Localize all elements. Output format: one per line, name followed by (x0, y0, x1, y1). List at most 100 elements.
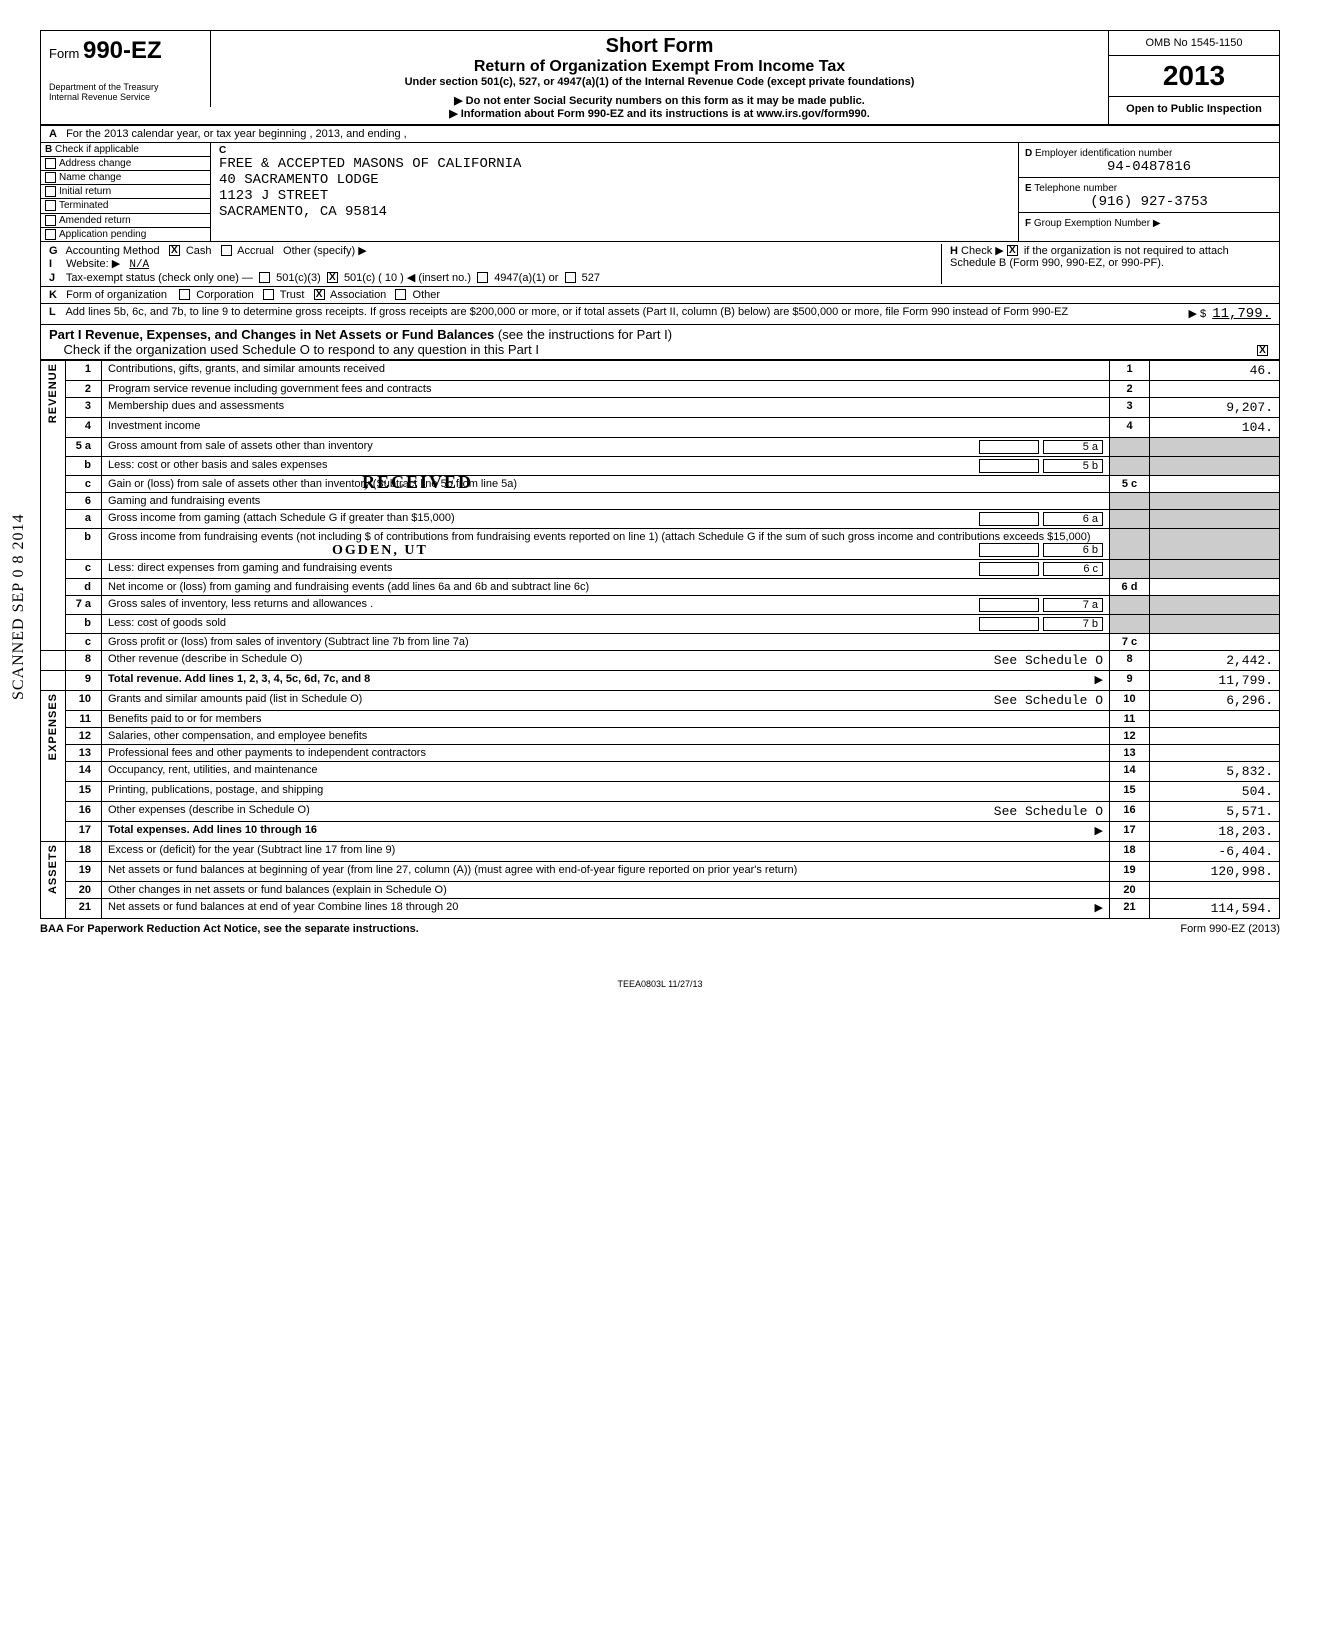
r6c-shade2 (1150, 559, 1280, 578)
r10-side: See Schedule O (994, 693, 1103, 708)
r1-no: 1 (66, 360, 102, 380)
r17-cell: Total expenses. Add lines 10 through 16▶ (102, 821, 1110, 841)
check-term[interactable] (45, 200, 56, 211)
r7a-ib: 7 a (1043, 598, 1103, 612)
other-label: Other (specify) ▶ (283, 245, 367, 257)
chk-app-lbl: Application pending (59, 229, 146, 240)
k-other-box[interactable] (395, 289, 406, 300)
r7b-ib: 7 b (1043, 617, 1103, 631)
j-527-box[interactable] (565, 272, 576, 283)
accrual-checkbox[interactable] (221, 245, 232, 256)
ein-value: 94-0487816 (1025, 159, 1273, 175)
k-other-lbl: Other (413, 289, 441, 301)
line-H-check: Check ▶ (961, 245, 1007, 257)
side-blank1 (41, 650, 66, 670)
check-column: B Check if applicable Address change Nam… (41, 143, 211, 241)
letter-J: J (49, 272, 63, 284)
footer-code: TEEA0803L 11/27/13 (40, 979, 1280, 989)
r6c-txt: Less: direct expenses from gaming and fu… (108, 562, 392, 574)
group-label: Group Exemption Number (1034, 218, 1150, 229)
received-stamp: RECEIVED (362, 472, 473, 493)
r3-amt: 9,207. (1150, 397, 1280, 417)
r6a-val[interactable] (979, 512, 1039, 526)
r8-side: See Schedule O (994, 653, 1103, 668)
r11-no: 11 (66, 710, 102, 727)
r11-box: 11 (1110, 710, 1150, 727)
r7a-txt: Gross sales of inventory, less returns a… (108, 598, 373, 610)
line-G-H: G Accounting Method X Cash Accrual Other… (40, 242, 1280, 287)
r12-no: 12 (66, 727, 102, 744)
r11-txt: Benefits paid to or for members (102, 710, 1110, 727)
r13-no: 13 (66, 744, 102, 761)
r14-box: 14 (1110, 761, 1150, 781)
r5b-no: b (66, 456, 102, 475)
ein-column: D Employer identification number 94-0487… (1019, 143, 1279, 241)
k-trust-box[interactable] (263, 289, 274, 300)
r7a-cell: Gross sales of inventory, less returns a… (102, 595, 1110, 614)
j-501c-box[interactable]: X (327, 272, 338, 283)
r6a-shade2 (1150, 509, 1280, 528)
r6-shade (1110, 492, 1150, 509)
check-address[interactable] (45, 158, 56, 169)
r14-amt: 5,832. (1150, 761, 1280, 781)
r7a-no: 7 a (66, 595, 102, 614)
letter-H: H (950, 245, 958, 257)
tax-year: 2013 (1109, 56, 1279, 97)
form-header: Form 990-EZ Department of the Treasury I… (40, 30, 1280, 126)
r6b-cell: Gross income from fundraising events (no… (102, 528, 1110, 559)
r12-txt: Salaries, other compensation, and employ… (102, 727, 1110, 744)
r5c-box: 5 c (1110, 475, 1150, 492)
name-address-block: B Check if applicable Address change Nam… (40, 143, 1280, 242)
line-G-text: Accounting Method (65, 245, 159, 257)
line-K: K Form of organization Corporation Trust… (40, 287, 1280, 304)
tel-value: (916) 927-3753 (1025, 194, 1273, 210)
check-app[interactable] (45, 229, 56, 240)
check-initial[interactable] (45, 186, 56, 197)
r17-no: 17 (66, 821, 102, 841)
r10-no: 10 (66, 690, 102, 710)
k-trust-lbl: Trust (280, 289, 305, 301)
r11-amt (1150, 710, 1280, 727)
r7a-val[interactable] (979, 598, 1039, 612)
omb-number: OMB No 1545-1150 (1109, 31, 1279, 56)
r5b-val[interactable] (979, 459, 1039, 473)
r14-txt: Occupancy, rent, utilities, and maintena… (102, 761, 1110, 781)
side-blank2 (41, 670, 66, 690)
r6-shade2 (1150, 492, 1280, 509)
letter-F: F (1025, 218, 1031, 229)
j-501c3-box[interactable] (259, 272, 270, 283)
r13-txt: Professional fees and other payments to … (102, 744, 1110, 761)
k-assoc-box[interactable]: X (314, 289, 325, 300)
j-4947-box[interactable] (477, 272, 488, 283)
form-number: 990-EZ (83, 37, 162, 64)
k-corp-box[interactable] (179, 289, 190, 300)
r2-amt (1150, 380, 1280, 397)
check-name[interactable] (45, 172, 56, 183)
part1-checkbox[interactable]: X (1257, 345, 1268, 356)
r6c-val[interactable] (979, 562, 1039, 576)
r6b-ib: 6 b (1043, 543, 1103, 557)
r19-no: 19 (66, 861, 102, 881)
r7b-val[interactable] (979, 617, 1039, 631)
cash-checkbox[interactable]: X (169, 245, 180, 256)
form-title-box: Short Form Return of Organization Exempt… (211, 31, 1109, 124)
r6b-val[interactable] (979, 543, 1039, 557)
r6d-box: 6 d (1110, 578, 1150, 595)
r4-txt: Investment income (102, 417, 1110, 437)
line-L-text: Add lines 5b, 6c, and 7b, to line 9 to d… (65, 306, 1068, 318)
j-501c-lbl: 501(c) ( 10 ) ◀ (insert no.) (344, 272, 471, 284)
r5b-ib: 5 b (1043, 459, 1103, 473)
scanned-stamp: SCANNED SEP 0 8 2014 (10, 513, 28, 700)
h-checkbox[interactable]: X (1007, 245, 1018, 256)
r6d-txt: Net income or (loss) from gaming and fun… (102, 578, 1110, 595)
side-netassets: ASSETS (41, 841, 66, 918)
r5a-val[interactable] (979, 440, 1039, 454)
org-name-1: FREE & ACCEPTED MASONS OF CALIFORNIA (219, 156, 1010, 172)
r8-txt: Other revenue (describe in Schedule O) (108, 653, 302, 665)
r18-box: 18 (1110, 841, 1150, 861)
r12-box: 12 (1110, 727, 1150, 744)
r7c-box: 7 c (1110, 633, 1150, 650)
r2-txt: Program service revenue including govern… (102, 380, 1110, 397)
letter-E: E (1025, 183, 1032, 194)
check-amend[interactable] (45, 215, 56, 226)
